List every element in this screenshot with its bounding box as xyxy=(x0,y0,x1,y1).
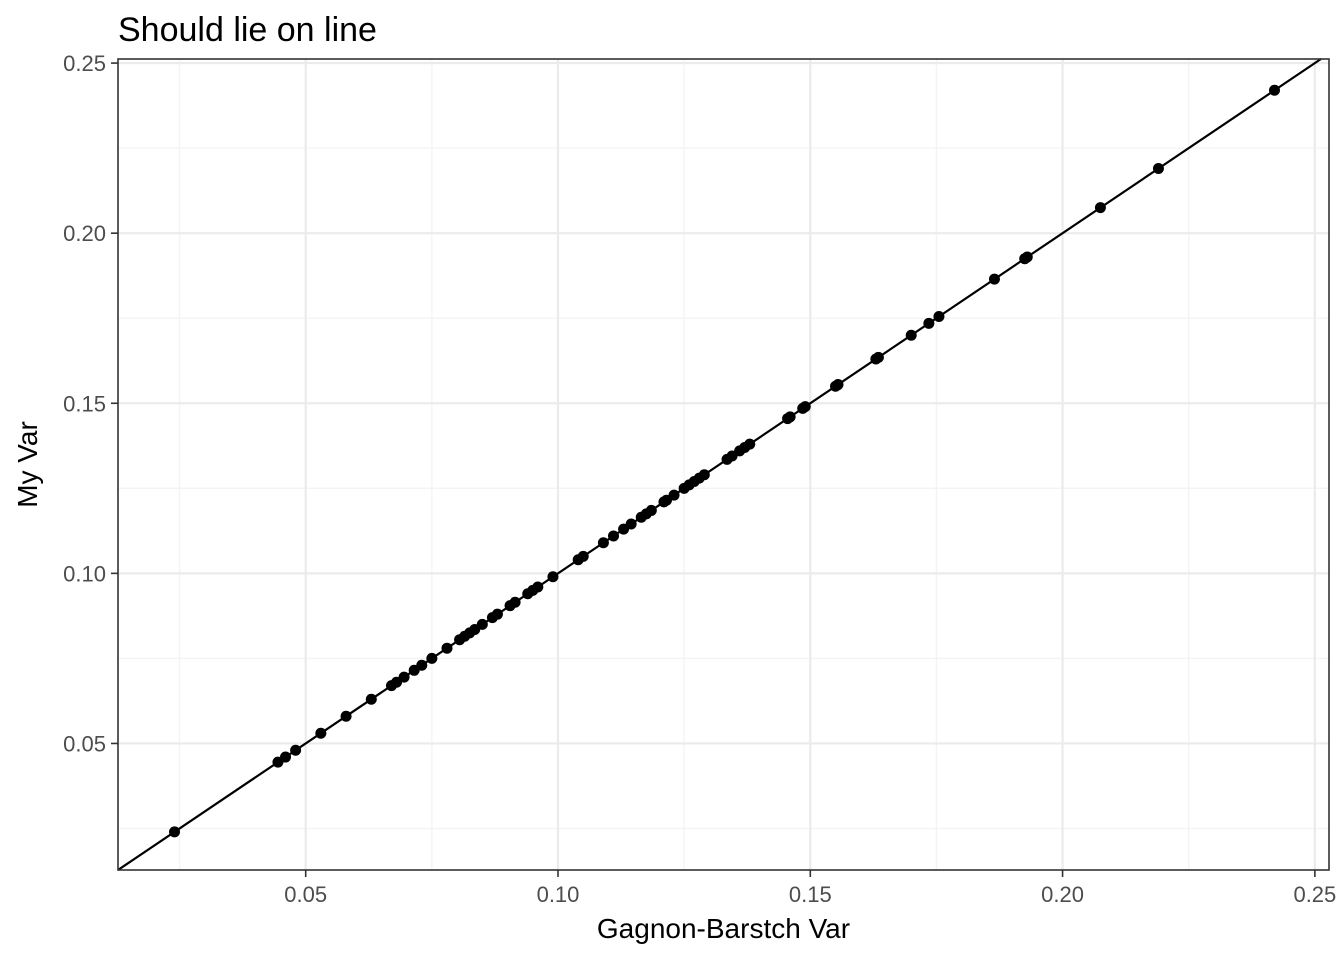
data-point xyxy=(1021,251,1033,263)
data-point xyxy=(476,618,488,630)
data-point xyxy=(1269,84,1281,96)
x-tick-label: 0.15 xyxy=(789,882,832,907)
data-point xyxy=(532,581,544,593)
data-point xyxy=(905,329,917,341)
data-point xyxy=(280,751,292,763)
data-point xyxy=(365,693,377,705)
data-point xyxy=(426,652,438,664)
data-points xyxy=(169,84,1281,838)
data-point xyxy=(577,550,589,562)
data-point xyxy=(933,311,945,323)
data-point xyxy=(509,596,521,608)
data-point xyxy=(799,401,811,413)
data-point xyxy=(625,518,637,530)
data-point xyxy=(988,273,1000,285)
data-point xyxy=(441,642,453,654)
data-point xyxy=(923,317,935,329)
data-point xyxy=(668,489,680,501)
data-point xyxy=(547,571,559,583)
data-point xyxy=(698,469,710,481)
x-tick-label: 0.10 xyxy=(537,882,580,907)
data-point xyxy=(416,659,428,671)
x-tick-label: 0.20 xyxy=(1041,882,1084,907)
y-tick-label: 0.05 xyxy=(63,731,106,756)
major-gridlines xyxy=(118,59,1329,870)
data-point xyxy=(398,671,410,683)
y-tick-label: 0.20 xyxy=(63,221,106,246)
minor-gridlines xyxy=(118,59,1329,870)
x-axis-label: Gagnon-Barstch Var xyxy=(597,913,850,944)
data-point xyxy=(597,537,609,549)
data-point xyxy=(744,438,756,450)
y-axis-ticks: 0.05 0.10 0.15 0.20 0.25 xyxy=(63,51,118,756)
data-point xyxy=(784,411,796,423)
data-point xyxy=(608,530,620,542)
plot-panel xyxy=(117,58,1330,871)
y-tick-label: 0.15 xyxy=(63,391,106,416)
y-tick-label: 0.25 xyxy=(63,51,106,76)
data-point xyxy=(169,826,181,838)
y-axis-label: My Var xyxy=(12,421,43,508)
data-point xyxy=(872,351,884,363)
x-tick-label: 0.25 xyxy=(1293,882,1336,907)
data-point xyxy=(1152,163,1164,175)
chart-title: Should lie on line xyxy=(118,11,377,49)
data-point xyxy=(290,744,302,756)
data-point xyxy=(1094,202,1106,214)
x-tick-label: 0.05 xyxy=(284,882,327,907)
data-point xyxy=(315,727,327,739)
data-point xyxy=(832,379,844,391)
data-point xyxy=(645,504,657,516)
x-axis-ticks: 0.05 0.10 0.15 0.20 0.25 xyxy=(284,870,1336,907)
data-point xyxy=(340,710,352,722)
y-tick-label: 0.10 xyxy=(63,561,106,586)
data-point xyxy=(491,608,503,620)
panel-border xyxy=(117,58,1330,871)
